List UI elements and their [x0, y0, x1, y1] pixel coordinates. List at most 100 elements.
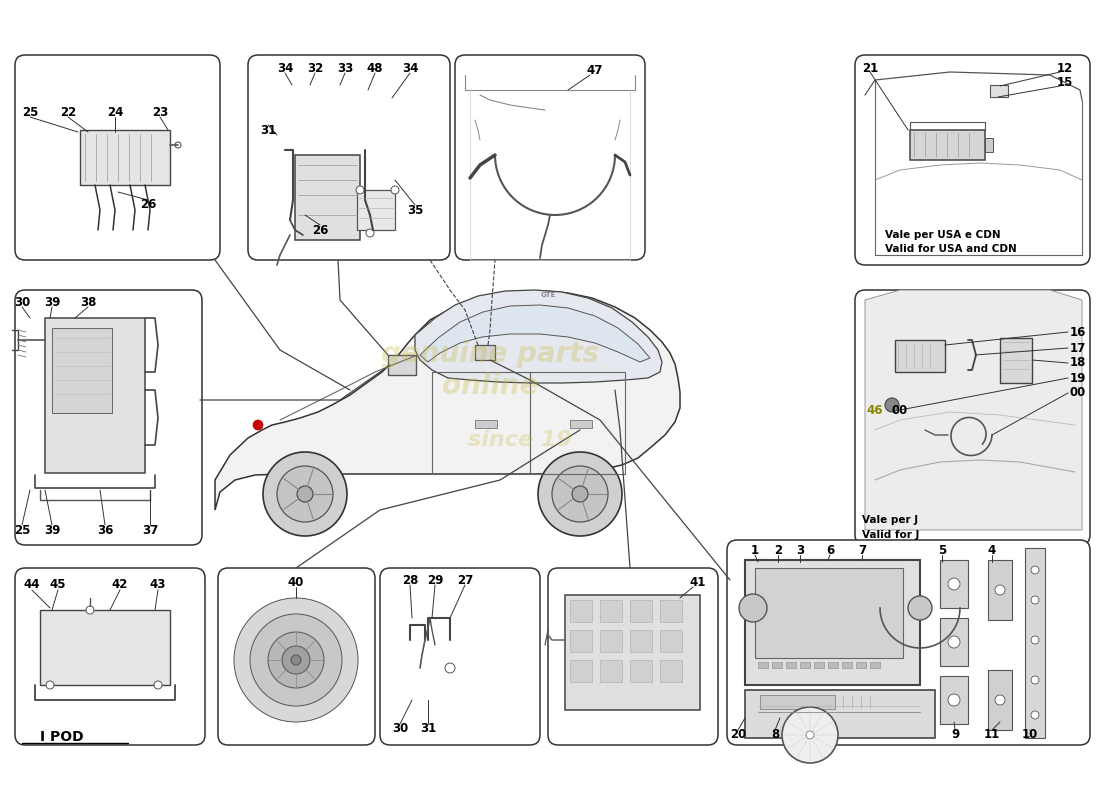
Text: Valid for USA and CDN: Valid for USA and CDN: [886, 244, 1016, 254]
Bar: [660, 660, 682, 682]
Bar: [990, 85, 1008, 97]
FancyBboxPatch shape: [218, 568, 375, 745]
Circle shape: [886, 398, 899, 412]
Text: 1: 1: [751, 543, 759, 557]
FancyBboxPatch shape: [379, 568, 540, 745]
Bar: [800, 662, 810, 668]
Text: 43: 43: [150, 578, 166, 591]
Text: 34: 34: [402, 62, 418, 74]
Bar: [984, 138, 993, 152]
Circle shape: [1031, 596, 1040, 604]
Text: 36: 36: [97, 523, 113, 537]
Text: 8: 8: [771, 729, 779, 742]
Circle shape: [538, 452, 621, 536]
Polygon shape: [214, 291, 680, 510]
Text: Vale per J: Vale per J: [862, 515, 918, 525]
Bar: [842, 662, 852, 668]
Bar: [786, 662, 796, 668]
Bar: [758, 662, 768, 668]
Text: 11: 11: [983, 729, 1000, 742]
Circle shape: [268, 632, 324, 688]
Bar: [814, 662, 824, 668]
Text: 22: 22: [59, 106, 76, 118]
Text: 45: 45: [50, 578, 66, 591]
Bar: [52, 328, 112, 413]
Text: 00: 00: [892, 403, 909, 417]
Bar: [388, 355, 416, 375]
Circle shape: [996, 695, 1005, 705]
Bar: [745, 690, 935, 738]
Circle shape: [572, 486, 588, 502]
Circle shape: [356, 186, 364, 194]
Text: 19: 19: [1070, 371, 1086, 385]
Circle shape: [446, 663, 455, 673]
Circle shape: [908, 596, 932, 620]
Circle shape: [1031, 676, 1040, 684]
Bar: [940, 676, 968, 724]
Text: 15: 15: [1057, 75, 1074, 89]
FancyBboxPatch shape: [248, 55, 450, 260]
Bar: [565, 595, 700, 710]
Text: 5: 5: [938, 543, 946, 557]
Bar: [570, 630, 592, 652]
Bar: [745, 560, 920, 685]
Polygon shape: [415, 290, 662, 383]
Text: 17: 17: [1070, 342, 1086, 354]
Circle shape: [782, 707, 838, 763]
Circle shape: [739, 594, 767, 622]
Circle shape: [46, 681, 54, 689]
Bar: [630, 630, 652, 652]
FancyBboxPatch shape: [727, 540, 1090, 745]
Text: 35: 35: [407, 203, 424, 217]
Text: 48: 48: [366, 62, 383, 74]
Bar: [895, 340, 945, 372]
Text: 33: 33: [337, 62, 353, 74]
Bar: [988, 670, 1012, 730]
Circle shape: [1031, 711, 1040, 719]
Text: 30: 30: [14, 295, 30, 309]
Circle shape: [86, 606, 94, 614]
Circle shape: [250, 614, 342, 706]
Circle shape: [390, 186, 399, 194]
Bar: [1000, 338, 1032, 383]
Text: 42: 42: [112, 578, 129, 591]
Bar: [45, 318, 145, 473]
Text: 31: 31: [260, 123, 276, 137]
Text: 46: 46: [867, 403, 883, 417]
Bar: [600, 600, 621, 622]
Polygon shape: [420, 305, 650, 362]
Text: 31: 31: [420, 722, 436, 734]
Text: 41: 41: [690, 575, 706, 589]
Bar: [940, 560, 968, 608]
Text: 39: 39: [44, 523, 60, 537]
Bar: [760, 695, 835, 709]
Circle shape: [154, 681, 162, 689]
Circle shape: [292, 655, 301, 665]
Circle shape: [552, 466, 608, 522]
Bar: [755, 568, 903, 658]
Circle shape: [948, 694, 960, 706]
Bar: [772, 662, 782, 668]
Text: I POD: I POD: [41, 730, 84, 744]
Text: genuine parts
online: genuine parts online: [381, 340, 600, 400]
Circle shape: [263, 452, 346, 536]
Text: 28: 28: [402, 574, 418, 586]
Bar: [870, 662, 880, 668]
FancyBboxPatch shape: [15, 568, 205, 745]
FancyBboxPatch shape: [455, 55, 645, 260]
Text: 26: 26: [140, 198, 156, 211]
Text: 2: 2: [774, 543, 782, 557]
Text: 24: 24: [107, 106, 123, 118]
Text: 40: 40: [288, 575, 305, 589]
Text: 44: 44: [24, 578, 41, 591]
Bar: [570, 660, 592, 682]
Circle shape: [175, 142, 182, 148]
Bar: [660, 630, 682, 652]
Bar: [630, 660, 652, 682]
Bar: [910, 130, 984, 160]
Bar: [828, 662, 838, 668]
Text: 25: 25: [14, 523, 30, 537]
Bar: [600, 660, 621, 682]
FancyBboxPatch shape: [855, 290, 1090, 545]
Circle shape: [948, 578, 960, 590]
